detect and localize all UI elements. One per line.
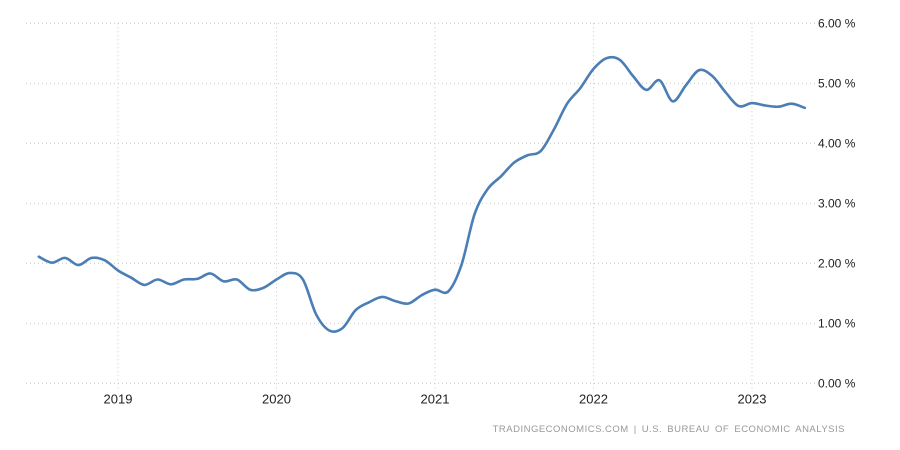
y-axis-label: 4.00 % — [818, 137, 856, 151]
y-axis-labels: 6.00 % 5.00 % 4.00 % 3.00 % 2.00 % 1.00 % 0.00… — [818, 17, 856, 391]
y-axis-label: 6.00 % — [818, 17, 856, 31]
y-axis-label: 5.00 % — [818, 77, 856, 91]
x-axis-label: 2019 — [104, 392, 133, 407]
attribution-source-org: U.S. BUREAU OF ECONOMIC ANALYSIS — [641, 424, 845, 435]
x-axis-label: 2020 — [262, 392, 291, 407]
y-axis-label: 1.00 % — [818, 317, 856, 331]
x-axis-label: 2023 — [738, 392, 767, 407]
x-axis-label: 2021 — [421, 392, 450, 407]
y-axis-label: 2.00 % — [818, 257, 856, 271]
x-axis-labels: 2019 2020 2021 2022 2023 — [104, 392, 767, 407]
y-axis-label: 3.00 % — [818, 197, 856, 211]
attribution-source-site: TRADINGECONOMICS.COM — [492, 424, 629, 435]
chart-attribution: TRADINGECONOMICS.COM | U.S. BUREAU OF ECON… — [493, 424, 845, 435]
y-axis-label: 0.00 % — [818, 377, 856, 391]
series-line — [37, 55, 807, 333]
attribution-separator: | — [633, 424, 637, 435]
horizontal-gridlines — [26, 22, 815, 384]
x-axis-label: 2022 — [579, 392, 608, 407]
vertical-gridlines — [117, 23, 753, 392]
